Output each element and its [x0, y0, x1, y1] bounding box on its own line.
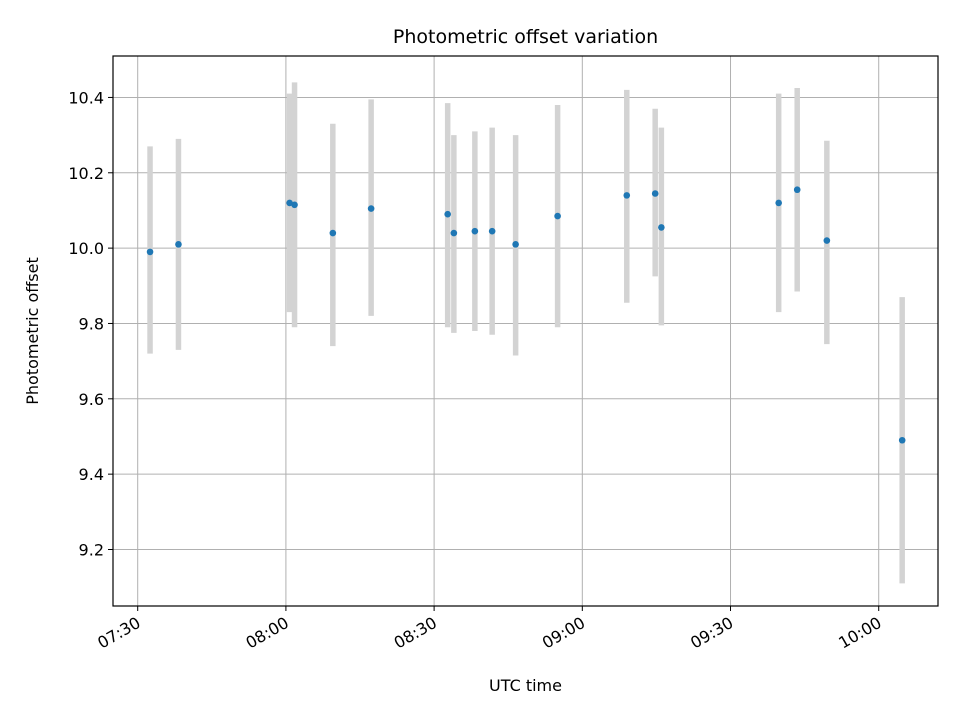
chart-title: Photometric offset variation — [393, 26, 658, 48]
data-point — [488, 227, 496, 235]
x-tick-label: 09:00 — [539, 613, 588, 653]
x-axis-ticks: 07:30 08:00 08:30 09:00 09:30 10:00 — [94, 606, 885, 653]
y-tick-label: 10.2 — [68, 164, 104, 183]
data-point — [450, 229, 458, 237]
y-tick-label: 9.4 — [79, 465, 104, 484]
data-point — [651, 190, 659, 197]
y-tick-label: 9.2 — [79, 540, 104, 559]
data-point — [793, 186, 801, 194]
error-bars — [147, 82, 905, 584]
data-point — [554, 212, 561, 220]
data-point — [512, 241, 519, 248]
data-point — [175, 241, 182, 248]
data-point — [291, 201, 298, 209]
y-tick-label: 10.4 — [68, 88, 104, 107]
y-tick-label: 9.8 — [79, 314, 104, 333]
data-point — [367, 205, 375, 212]
y-axis-title: Photometric offset — [23, 257, 42, 405]
y-tick-label: 10.0 — [68, 239, 104, 258]
data-point — [146, 248, 154, 256]
grid — [113, 56, 938, 606]
data-point — [444, 210, 451, 218]
data-point — [658, 224, 665, 231]
y-axis-ticks: 9.2 9.4 9.6 9.8 10.0 10.2 10.4 — [68, 88, 113, 559]
x-tick-label: 10:00 — [835, 613, 884, 653]
data-point — [471, 227, 479, 235]
plot-area-frame — [112, 55, 939, 607]
data-points — [146, 186, 906, 444]
data-point — [623, 192, 631, 199]
data-point — [329, 229, 337, 237]
data-point — [775, 199, 782, 207]
x-tick-label: 09:30 — [687, 613, 736, 653]
x-tick-label: 08:30 — [391, 613, 440, 653]
data-point — [823, 237, 831, 244]
data-point — [898, 436, 906, 444]
y-tick-label: 9.6 — [79, 390, 104, 409]
x-tick-label: 08:00 — [242, 613, 291, 653]
x-axis-title: UTC time — [489, 676, 562, 695]
x-tick-label: 07:30 — [94, 613, 143, 653]
